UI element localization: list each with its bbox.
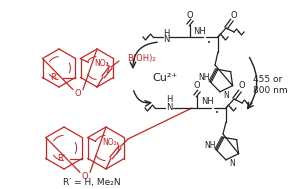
Text: R': R' [50,73,59,82]
Text: NH: NH [204,142,216,150]
Text: NO₂: NO₂ [94,59,109,68]
Text: R′ = H, Me₂N: R′ = H, Me₂N [63,177,121,187]
Text: N: N [223,91,229,99]
Text: NH: NH [202,97,214,105]
Text: O: O [239,81,245,91]
Text: O: O [75,89,81,98]
Text: 455 or
800 nm: 455 or 800 nm [253,75,288,95]
Text: R': R' [57,154,65,163]
Text: O: O [187,12,193,20]
Text: N: N [229,159,235,167]
Text: O: O [194,81,200,91]
Text: •: • [207,40,211,46]
Text: N: N [166,102,172,112]
Text: N: N [163,35,169,43]
Text: H: H [166,95,172,105]
Text: NH: NH [198,74,210,83]
Text: •: • [215,110,219,116]
Text: B(OH)₂: B(OH)₂ [127,53,156,63]
Text: NO₂: NO₂ [102,138,117,147]
Text: O: O [82,172,88,181]
Text: O: O [231,12,237,20]
Text: H: H [163,29,169,37]
Text: NH: NH [194,26,206,36]
Text: Cu²⁺: Cu²⁺ [152,73,178,83]
